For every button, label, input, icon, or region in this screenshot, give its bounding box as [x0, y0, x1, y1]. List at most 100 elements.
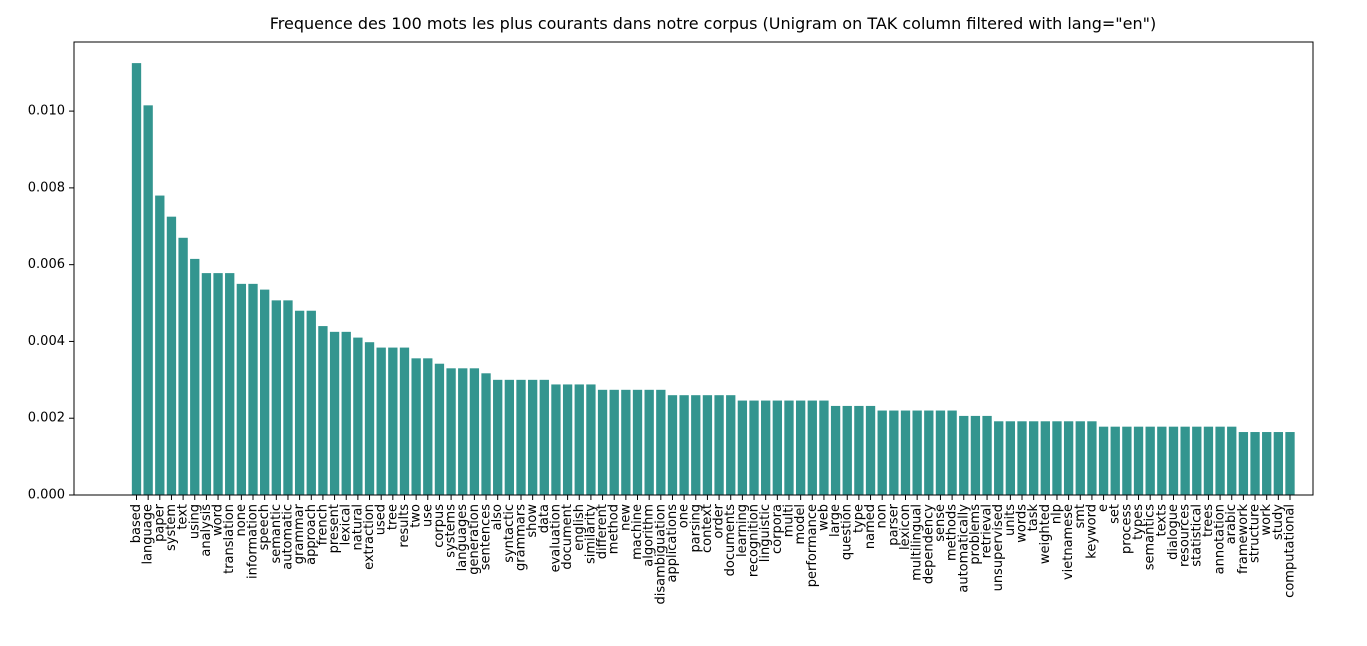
- bar-automatically: [959, 415, 969, 495]
- x-tick-label: semantics: [1143, 504, 1158, 570]
- x-tick-label: parser: [886, 503, 901, 545]
- bar-analysis: [201, 273, 212, 495]
- bar-applications: [667, 395, 678, 495]
- bar-linguistic: [761, 400, 771, 495]
- bar-dependency: [924, 410, 934, 495]
- x-tick-label: texts: [1154, 504, 1169, 537]
- bar-two: [411, 358, 421, 495]
- bar-process: [1122, 426, 1132, 495]
- x-tick-label: e: [1096, 504, 1111, 512]
- bar-framework: [1238, 432, 1249, 495]
- x-tick-label: present: [327, 504, 342, 553]
- bar-vietnamese: [1063, 421, 1074, 495]
- bar-paper: [155, 195, 165, 495]
- x-tick-label: show: [525, 504, 540, 538]
- bar-set: [1110, 426, 1120, 495]
- x-tick-label: corpora: [770, 504, 785, 554]
- bar-retrieval: [982, 415, 992, 495]
- bar-annotation: [1215, 426, 1225, 495]
- bar-languages: [458, 368, 468, 495]
- x-tick-label: systems: [444, 504, 459, 558]
- bar-statistical: [1192, 426, 1202, 495]
- bar-problems: [970, 415, 981, 495]
- x-tick-label: paper: [152, 503, 167, 541]
- bar-corpora: [772, 400, 782, 495]
- y-tick-label: 0.002: [28, 411, 65, 426]
- bar-multi: [784, 400, 794, 495]
- bar-performance: [807, 400, 817, 495]
- bar-non: [877, 410, 887, 495]
- bar-new: [621, 389, 631, 495]
- x-tick-label: use: [420, 504, 435, 527]
- x-tick-label: recognition: [747, 504, 762, 577]
- x-tick-label: automatic: [280, 504, 295, 570]
- bar-dialogue: [1168, 426, 1179, 495]
- bar-grammars: [516, 379, 526, 495]
- x-tick-label: unsupervised: [991, 504, 1006, 591]
- bar-french: [318, 326, 328, 495]
- bar-weighted: [1040, 421, 1050, 495]
- x-tick-label: speech: [257, 504, 272, 550]
- x-tick-label: problems: [968, 504, 983, 565]
- x-tick-label: lexicon: [898, 504, 913, 550]
- x-tick-label: text: [176, 504, 191, 530]
- bar-generation: [469, 368, 480, 495]
- bar-learning: [737, 400, 748, 495]
- bar-disambiguation: [656, 389, 666, 495]
- x-tick-label: two: [409, 504, 424, 528]
- bar-arabic: [1227, 426, 1237, 495]
- x-tick-label: method: [607, 504, 622, 554]
- y-tick-label: 0.004: [28, 334, 65, 349]
- bar-e: [1098, 426, 1109, 495]
- x-tick-label: similarity: [583, 504, 598, 564]
- bar-large: [830, 405, 841, 495]
- bars-group: [131, 63, 1295, 496]
- x-tick-label: also: [490, 504, 505, 530]
- x-tick-label: learning: [735, 504, 750, 557]
- bar-web: [819, 400, 829, 495]
- bar-different: [597, 389, 608, 495]
- bar-resources: [1180, 426, 1190, 495]
- x-tick-label: information: [246, 504, 261, 579]
- bar-word: [213, 273, 223, 495]
- x-tick-label: tree: [385, 504, 400, 530]
- x-tick-label: none: [234, 504, 249, 536]
- x-tick-label: languages: [455, 504, 470, 572]
- x-tick-label: order: [712, 503, 727, 538]
- x-tick-label: extraction: [362, 504, 377, 570]
- x-axis: basedlanguagepapersystemtextusinganalysi…: [129, 495, 1298, 605]
- x-tick-label: work: [1259, 504, 1274, 536]
- x-tick-label: one: [677, 504, 692, 528]
- x-tick-label: context: [700, 504, 715, 553]
- bar-task: [1029, 421, 1039, 495]
- x-tick-label: word: [211, 504, 226, 536]
- x-tick-label: algorithm: [642, 504, 657, 567]
- x-tick-label: performance: [805, 504, 820, 587]
- bar-translation: [225, 273, 235, 495]
- x-tick-label: multi: [781, 504, 796, 537]
- y-tick-label: 0.010: [28, 104, 65, 119]
- bar-machine: [632, 389, 643, 495]
- bar-text: [178, 237, 188, 496]
- bar-method: [609, 389, 619, 495]
- x-tick-label: grammar: [292, 503, 307, 564]
- x-tick-label: automatically: [956, 504, 971, 593]
- x-tick-label: keyword: [1084, 504, 1099, 559]
- x-tick-label: large: [828, 504, 843, 537]
- x-tick-label: smt: [1073, 504, 1088, 529]
- bar-based: [131, 63, 142, 496]
- bar-tree: [388, 347, 398, 495]
- x-tick-label: named: [863, 504, 878, 549]
- bar-texts: [1157, 426, 1167, 495]
- x-tick-label: vietnamese: [1061, 504, 1076, 580]
- x-tick-label: data: [537, 504, 552, 533]
- bar-parser: [889, 410, 899, 495]
- x-tick-label: structure: [1248, 504, 1263, 563]
- x-tick-label: disambiguation: [653, 504, 668, 605]
- bar-documents: [726, 395, 736, 495]
- x-tick-label: task: [1026, 504, 1041, 532]
- x-tick-label: syntactic: [502, 504, 517, 563]
- x-tick-label: methods: [945, 504, 960, 561]
- chart-title: Frequence des 100 mots les plus courants…: [270, 14, 1157, 33]
